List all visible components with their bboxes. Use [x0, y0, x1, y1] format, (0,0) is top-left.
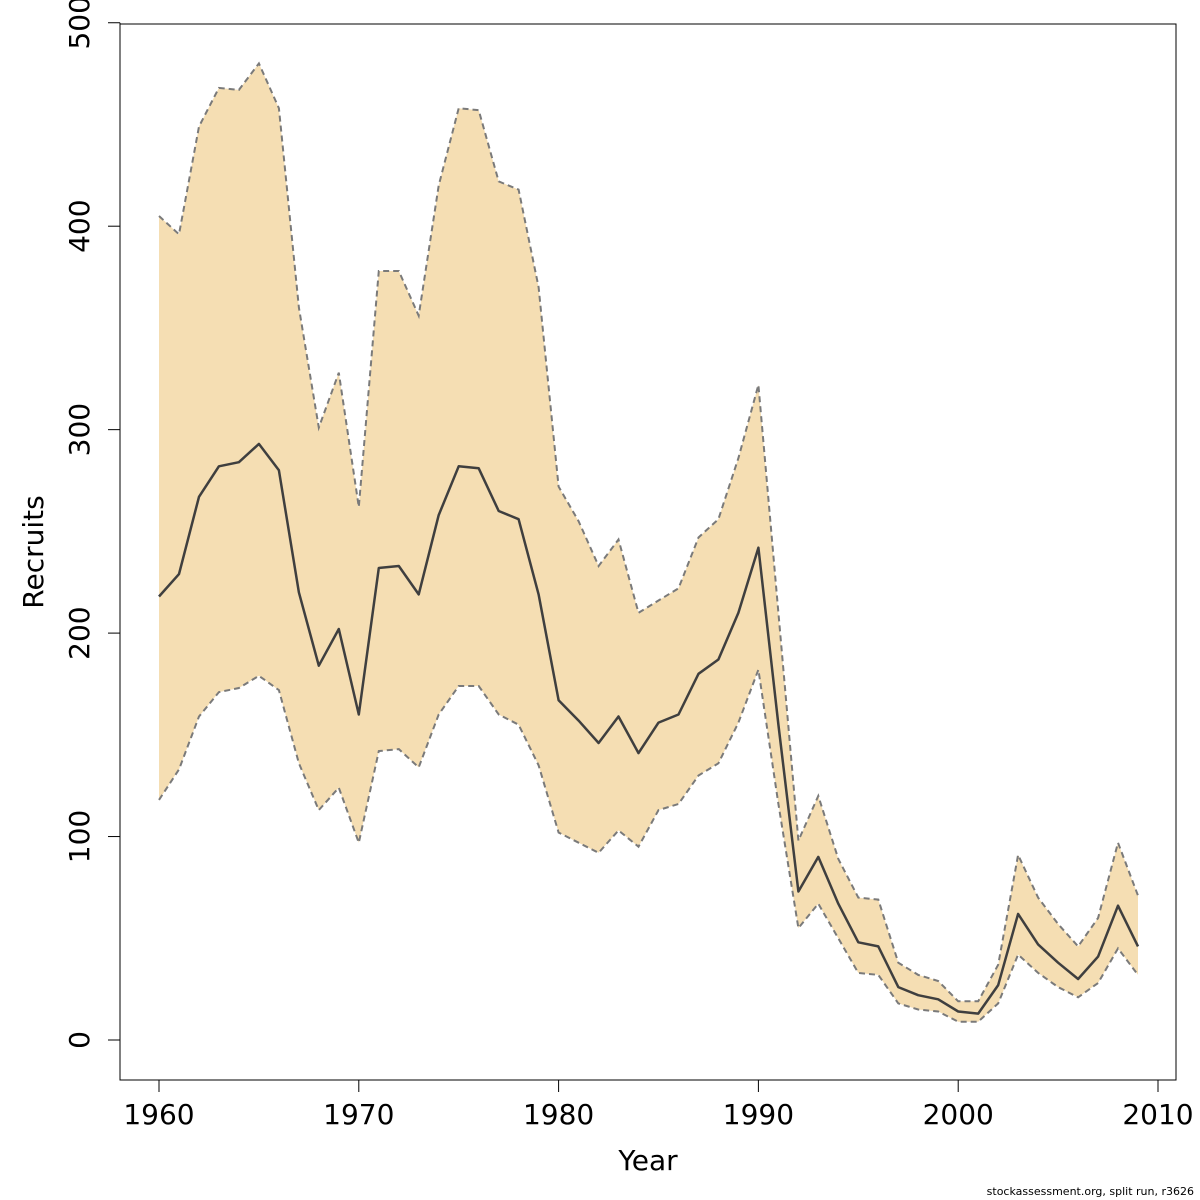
y-tick-label: 400	[63, 199, 96, 252]
x-axis-title: Year	[617, 1144, 678, 1177]
footer-note: stockassessment.org, split run, r3626	[987, 1185, 1194, 1198]
y-tick-label: 200	[63, 606, 96, 659]
estimate-line	[158, 442, 1140, 1015]
estimate-line-layer	[158, 442, 1140, 1015]
lower-bound-line	[158, 665, 1139, 1023]
upper-bound-line	[158, 61, 1139, 1003]
confidence-band	[159, 63, 1138, 1022]
x-tick-label: 2000	[923, 1098, 994, 1131]
confidence-band-layer	[159, 63, 1138, 1022]
y-tick-label: 500	[63, 0, 96, 50]
bound-lines-layer	[158, 61, 1139, 1023]
x-tick-label: 1980	[523, 1098, 594, 1131]
x-tick-label: 1960	[123, 1098, 194, 1131]
x-tick-label: 2010	[1122, 1098, 1193, 1131]
y-axis: 0 100 200 300 400 500	[63, 0, 121, 1049]
x-tick-label: 1970	[323, 1098, 394, 1131]
y-axis-title: Recruits	[17, 495, 50, 608]
y-tick-label: 0	[63, 1031, 96, 1049]
y-tick-label: 300	[63, 403, 96, 456]
x-tick-label: 1990	[723, 1098, 794, 1131]
y-tick-label: 100	[63, 810, 96, 863]
x-axis: 1960 1970 1980 1990 2000 2010	[123, 1079, 1194, 1131]
